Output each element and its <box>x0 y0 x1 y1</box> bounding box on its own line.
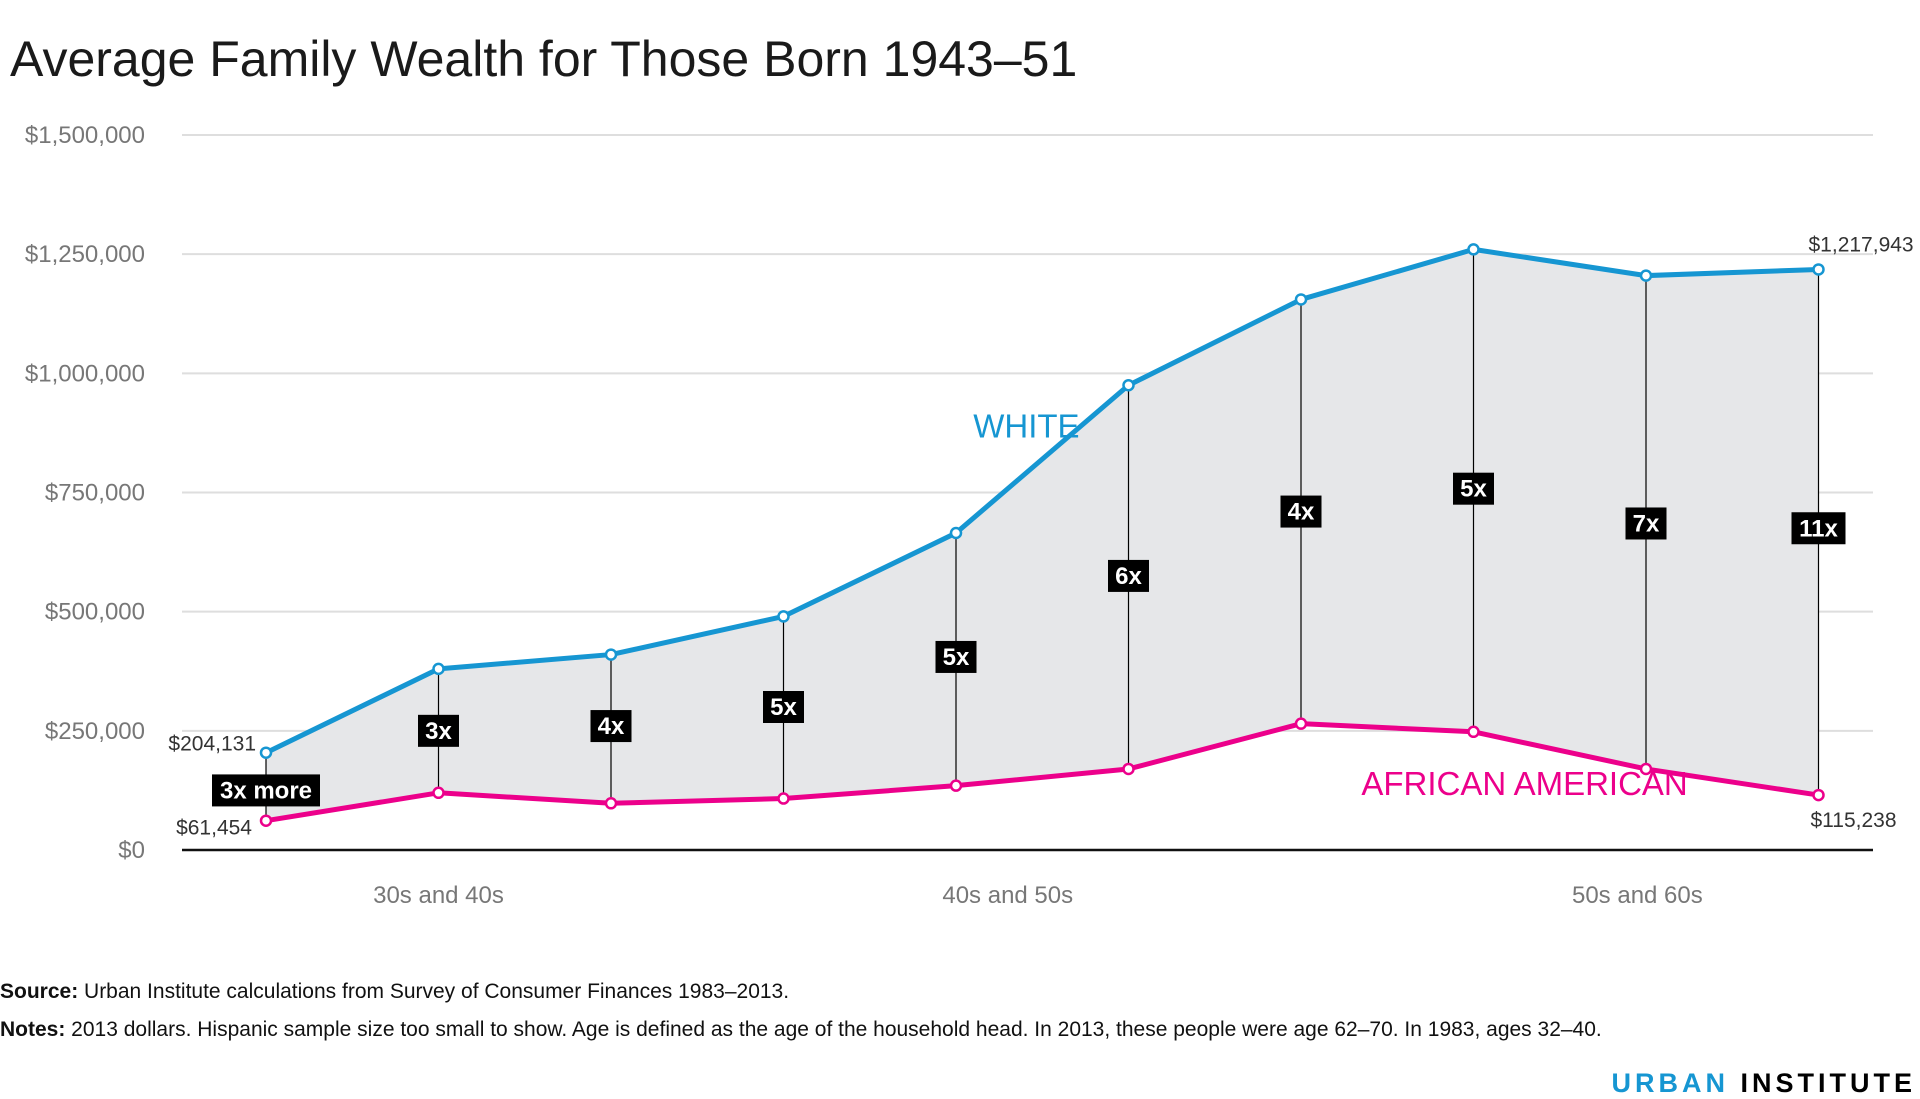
series-label-white: WHITE <box>973 408 1079 445</box>
series-lines <box>264 246 1819 824</box>
y-tick-label: $250,000 <box>45 718 145 745</box>
x-tick-label: 30s and 40s <box>373 882 504 909</box>
data-point <box>949 526 963 540</box>
chart-title: Average Family Wealth for Those Born 194… <box>10 31 1078 87</box>
ratio-badge-bg <box>763 691 804 723</box>
data-point <box>777 792 790 805</box>
data-point <box>604 648 618 661</box>
gap-area <box>266 249 1819 821</box>
ratio-badge: 11x <box>1791 512 1846 545</box>
y-tick-label: $750,000 <box>45 480 145 507</box>
ratio-badge-label: 3x more <box>220 777 312 804</box>
data-point <box>259 746 273 759</box>
source-note: Source: Urban Institute calculations fro… <box>0 980 789 1004</box>
y-axis-ticks: $0 $250,000 $500,000 $750,000 $1,000,000 $1,2… <box>25 122 145 864</box>
y-tick-label: $1,500,000 <box>25 122 145 149</box>
ratio-badge: 7x <box>1625 507 1667 540</box>
data-point <box>259 814 273 827</box>
ratio-badge-bg <box>1453 472 1494 505</box>
ratio-badge-label: 11x <box>1799 515 1838 542</box>
ratio-badges: 3x more 3x 4x 5x 5x 6x 4x 5x 7x 11x <box>212 472 1846 807</box>
data-point <box>604 797 618 810</box>
ratio-badge: 3x more <box>212 774 320 807</box>
ratio-badge-label: 5x <box>770 694 797 721</box>
endpoint-label: $115,238 <box>1811 809 1897 832</box>
gap-area-fill <box>266 249 1819 821</box>
ratio-badge-bg <box>1625 507 1667 540</box>
ratio-badge: 4x <box>590 710 632 743</box>
series-label-african-american: AFRICAN AMERICAN <box>1361 765 1687 802</box>
ratio-badge-label: 5x <box>1460 476 1487 503</box>
data-point <box>777 610 790 623</box>
endpoint-label: $1,217,943 <box>1809 233 1914 256</box>
y-tick-label: $1,000,000 <box>25 360 145 387</box>
source-text: Urban Institute calculations from Survey… <box>78 980 790 1003</box>
y-tick-label: $1,250,000 <box>25 241 145 268</box>
urban-institute-logo: URBAN INSTITUTE <box>1611 1068 1916 1099</box>
ratio-badge-bg <box>935 640 977 673</box>
ratio-badge-label: 4x <box>598 713 625 740</box>
data-point <box>1812 788 1825 802</box>
ratio-badge: 5x <box>1453 472 1494 505</box>
ratio-badge-bg <box>590 710 632 743</box>
data-point <box>432 786 445 800</box>
series-line-african-american <box>265 721 1819 824</box>
y-tick-label: $0 <box>118 837 145 864</box>
x-tick-label: 50s and 60s <box>1572 882 1703 909</box>
brand-urban: URBAN <box>1611 1068 1729 1098</box>
notes-label: Notes: <box>0 1018 66 1041</box>
ratio-badge: 5x <box>763 691 804 723</box>
data-point <box>1122 379 1135 392</box>
ratio-badge-bg <box>418 714 459 747</box>
ratio-badge-label: 3x <box>425 718 452 745</box>
x-axis-ticks: 30s and 40s 40s and 50s 50s and 60s <box>373 882 1703 909</box>
notes-text: 2013 dollars. Hispanic sample size too s… <box>65 1018 1602 1041</box>
ratio-badge: 3x <box>418 714 459 747</box>
notes-note: Notes: 2013 dollars. Hispanic sample siz… <box>0 1018 1602 1042</box>
data-labels: $204,131 $61,454 $1,217,943 $115,238 WHITE AF… <box>168 233 1913 839</box>
ratio-badge-label: 4x <box>1288 499 1315 526</box>
brand-institute: INSTITUTE <box>1740 1068 1916 1098</box>
ratio-badge-bg <box>1280 495 1322 528</box>
ratio-badge-label: 6x <box>1115 563 1142 590</box>
source-label: Source: <box>0 980 79 1003</box>
data-point <box>1467 725 1480 739</box>
ratio-badge-bg <box>1791 512 1846 545</box>
ratio-badge: 5x <box>935 640 977 673</box>
ratio-badge-label: 7x <box>1633 510 1660 537</box>
y-tick-label: $500,000 <box>45 599 145 626</box>
series-line-white <box>264 246 1819 755</box>
data-point <box>1294 293 1308 306</box>
data-point <box>949 779 963 792</box>
data-point <box>1294 717 1308 730</box>
data-point <box>1122 762 1135 776</box>
ratio-badge-bg <box>212 774 320 807</box>
endpoint-label: $61,454 <box>176 817 252 840</box>
ratio-badge: 4x <box>1280 495 1322 528</box>
data-point <box>1812 263 1825 276</box>
x-tick-label: 40s and 50s <box>942 882 1073 909</box>
data-point <box>1639 762 1653 776</box>
data-point <box>1639 269 1653 282</box>
series-points <box>259 243 1825 827</box>
ratio-badge: 6x <box>1108 559 1149 592</box>
data-point <box>1467 243 1480 256</box>
endpoint-label: $204,131 <box>168 733 256 756</box>
ratio-badge-label: 5x <box>943 644 970 671</box>
data-point <box>432 662 445 676</box>
ratio-badge-bg <box>1108 559 1149 592</box>
